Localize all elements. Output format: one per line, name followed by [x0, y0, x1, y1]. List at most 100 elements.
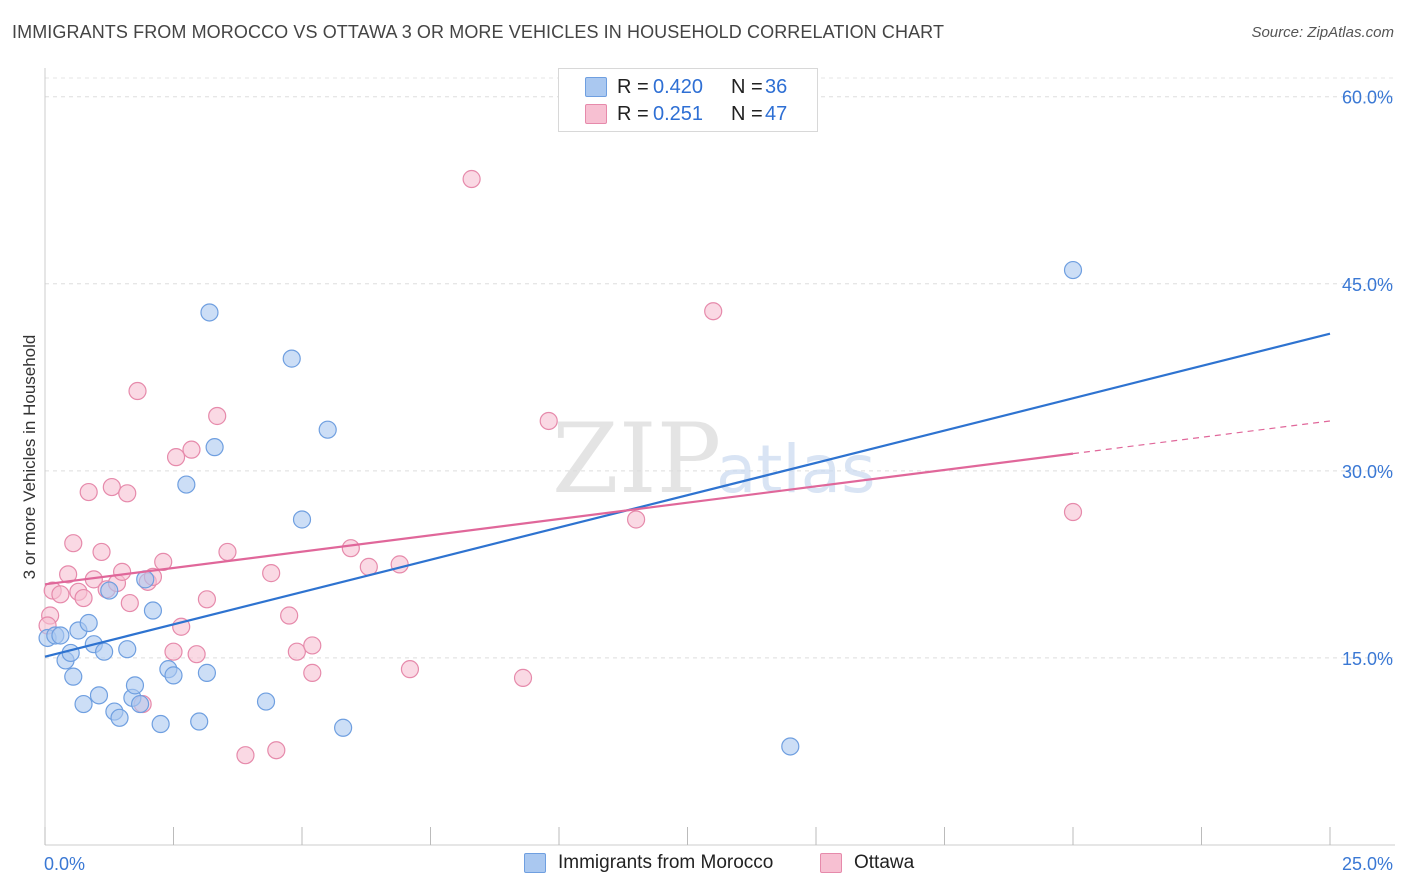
data-point — [92, 542, 111, 562]
data-point — [89, 686, 109, 705]
data-point — [79, 482, 98, 502]
data-point — [208, 406, 227, 426]
legend-item-ottawa: Ottawa — [820, 852, 914, 874]
data-point — [190, 712, 209, 731]
legend-n-value: 36 — [765, 75, 788, 98]
data-point — [128, 381, 147, 401]
source-label: Source: ZipAtlas.com — [1251, 24, 1394, 41]
data-point — [236, 746, 255, 765]
data-point — [704, 302, 723, 321]
data-point — [64, 534, 83, 553]
data-point — [164, 642, 183, 661]
data-point — [303, 636, 322, 655]
data-point — [164, 666, 183, 685]
data-point — [102, 477, 121, 497]
series-legend: Immigrants from Morocco Ottawa — [0, 852, 1406, 878]
data-point — [125, 676, 145, 695]
data-point — [118, 484, 137, 503]
data-point — [64, 667, 83, 686]
data-point — [130, 694, 150, 714]
data-point — [267, 741, 286, 760]
data-point — [182, 440, 201, 459]
legend-swatch-morocco — [524, 853, 546, 873]
x-tick-label: 25.0% — [1342, 854, 1393, 874]
legend-n-value: 47 — [765, 102, 788, 125]
y-tick-label: 30.0% — [1342, 462, 1393, 482]
data-point — [120, 593, 139, 613]
data-point — [282, 349, 301, 368]
legend-r-label: R = — [617, 75, 649, 98]
correlation-legend: R = 0.420 N = 36 R = 0.251 N = 47 — [558, 68, 818, 132]
data-point — [1063, 502, 1083, 522]
data-point — [280, 606, 299, 625]
data-point — [218, 542, 237, 562]
data-point — [74, 694, 93, 714]
legend-label-ottawa: Ottawa — [854, 852, 915, 873]
y-tick-label: 60.0% — [1342, 88, 1393, 108]
legend-swatch-ottawa — [585, 104, 607, 124]
legend-swatch-ottawa — [820, 853, 842, 873]
data-point — [197, 663, 217, 682]
legend-n-label: N = — [731, 75, 763, 98]
data-point — [61, 643, 80, 663]
chart-title: IMMIGRANTS FROM MOROCCO VS OTTAWA 3 OR M… — [12, 22, 945, 42]
data-point — [205, 438, 224, 457]
data-point — [1063, 260, 1083, 280]
data-point — [110, 708, 129, 727]
data-point — [151, 714, 170, 734]
x-tick-label: 0.0% — [44, 854, 85, 874]
x-tick-labels: 0.0% 25.0% — [44, 854, 1393, 874]
data-point — [390, 555, 409, 574]
series-morocco — [38, 260, 1083, 756]
data-point — [400, 660, 420, 679]
data-point — [197, 590, 217, 609]
legend-r-value: 0.420 — [653, 75, 704, 98]
legend-swatch-morocco — [585, 77, 607, 97]
data-point — [74, 588, 93, 608]
y-tick-labels: 15.0% 30.0% 45.0% 60.0% — [1342, 88, 1393, 669]
y-tick-label: 45.0% — [1342, 275, 1393, 295]
legend-n-label: N = — [731, 102, 763, 125]
data-point — [51, 626, 70, 645]
data-point — [513, 668, 533, 687]
data-point — [143, 601, 163, 620]
trend-lines — [44, 332, 1331, 658]
data-point — [318, 420, 337, 439]
data-point — [292, 510, 312, 529]
data-point — [256, 692, 276, 711]
watermark-zip: ZIP — [552, 403, 721, 515]
legend-label-morocco: Immigrants from Morocco — [558, 852, 774, 873]
trend-line-morocco — [44, 332, 1331, 658]
legend-r-label: R = — [617, 102, 649, 125]
data-point — [334, 718, 353, 737]
data-point — [187, 645, 206, 664]
data-point — [287, 642, 306, 661]
data-point — [79, 613, 98, 633]
y-axis-label: 3 or more Vehicles in Household — [20, 335, 39, 580]
legend-row-morocco: R = 0.420 N = 36 — [585, 74, 787, 100]
data-point — [539, 411, 558, 431]
data-points — [38, 169, 1083, 765]
legend-item-morocco: Immigrants from Morocco — [524, 852, 773, 874]
data-point — [626, 510, 646, 529]
data-point — [303, 663, 322, 682]
data-point — [59, 565, 78, 584]
legend-r-value: 0.251 — [653, 102, 704, 125]
y-tick-label: 15.0% — [1342, 649, 1393, 669]
data-point — [112, 562, 132, 581]
data-point — [462, 169, 481, 189]
data-point — [51, 585, 70, 604]
axes — [44, 68, 1395, 846]
data-point — [341, 539, 360, 558]
legend-row-ottawa: R = 0.251 N = 47 — [585, 101, 787, 127]
data-point — [166, 448, 186, 467]
trend-line-ottawa-extension — [1072, 420, 1331, 455]
data-point — [781, 737, 800, 756]
data-point — [95, 642, 114, 661]
data-point — [200, 303, 219, 322]
data-point — [118, 640, 137, 659]
data-point — [177, 475, 196, 494]
watermark: ZIP atlas — [552, 403, 876, 515]
data-point — [262, 564, 281, 583]
